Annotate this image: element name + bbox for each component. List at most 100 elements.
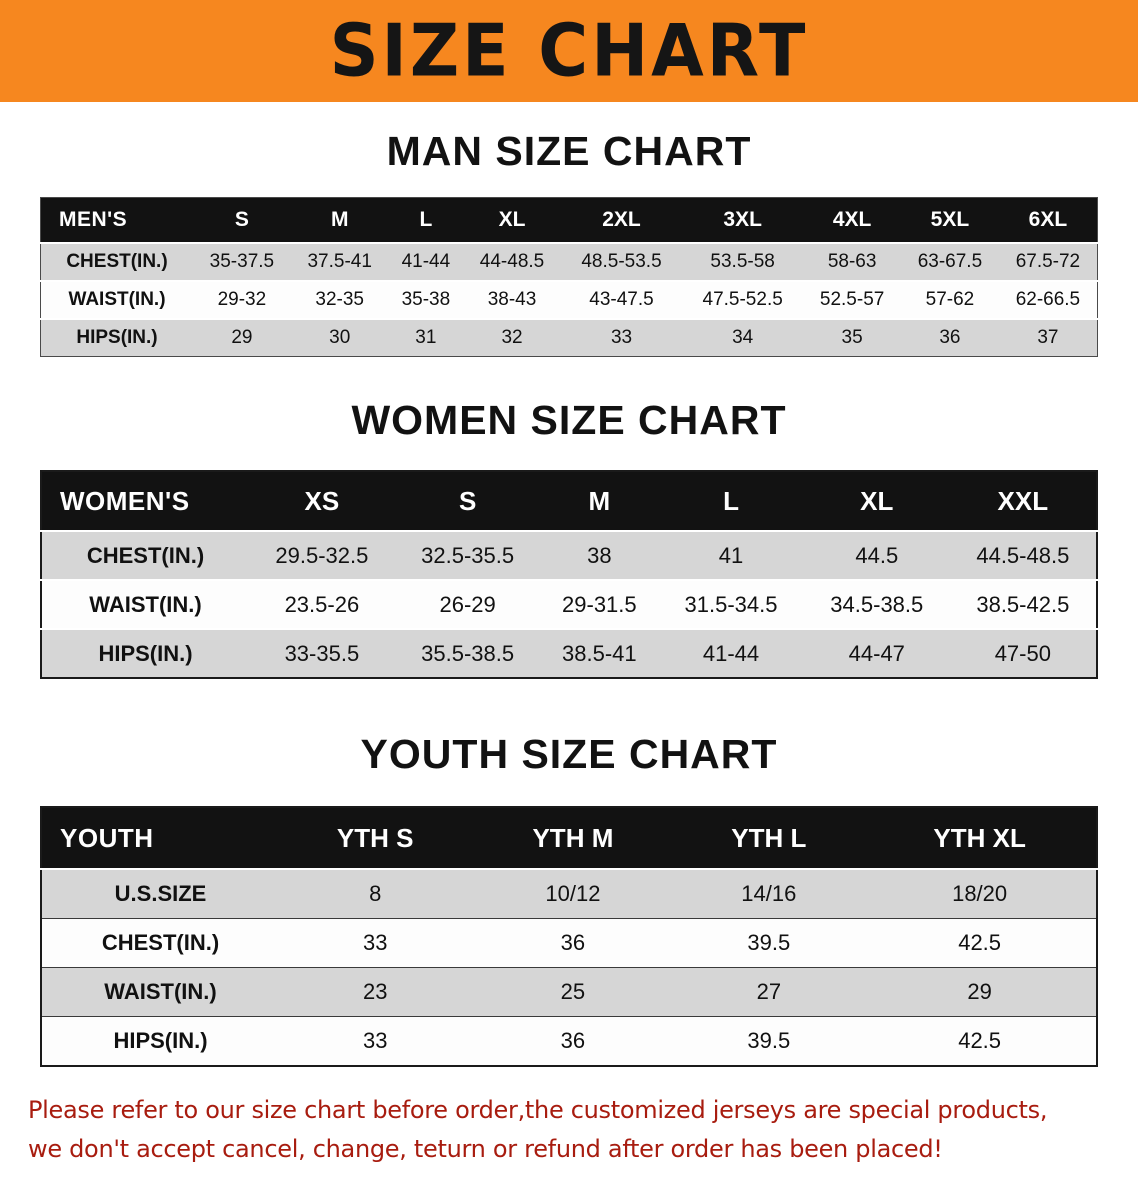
men-waist-row: WAIST(IN.) 29-32 32-35 35-38 38-43 43-47… xyxy=(40,280,1098,319)
youth-hips-row: HIPS(IN.) 33 36 39.5 42.5 xyxy=(41,1016,1097,1066)
banner: SIZE CHART xyxy=(0,0,1138,102)
row-label-hips: HIPS(IN.) xyxy=(41,1016,279,1066)
youth-waist-row: WAIST(IN.) 23 25 27 29 xyxy=(41,967,1097,1017)
size-value-cell: 44.5-48.5 xyxy=(976,542,1070,568)
size-value-cell: 14/16 xyxy=(741,881,797,906)
size-value-cell: 23.5-26 xyxy=(249,579,395,629)
women-hips-row: HIPS(IN.) 33-35.5 35.5-38.5 38.5-41 41-4… xyxy=(41,628,1097,678)
size-value-cell: 34.5-38.5 xyxy=(803,579,950,629)
women-size-col-xxl: XXL xyxy=(949,471,1097,532)
youth-header-row: YOUTH YTH S YTH M YTH L YTH XL xyxy=(41,807,1097,870)
size-value-cell: 44.5 xyxy=(855,542,899,568)
women-size-col-xs: XS xyxy=(249,471,395,532)
size-value-cell: 33 xyxy=(560,318,683,357)
size-value-cell: 48.5-53.5 xyxy=(581,251,662,272)
youth-chest-row: CHEST(IN.) 33 36 39.5 42.5 xyxy=(41,918,1097,968)
size-value-cell: 52.5-57 xyxy=(803,280,902,319)
size-value-cell: 32.5-35.5 xyxy=(421,542,515,568)
size-value-cell: 32 xyxy=(463,318,561,357)
size-value-cell: 44-47 xyxy=(803,628,950,678)
men-chest-row: CHEST(IN.) 35-37.5 37.5-41 41-44 44-48.5… xyxy=(40,243,1098,281)
size-value-cell: 67.5-72 xyxy=(1015,251,1081,272)
size-value-cell: 33 xyxy=(279,1016,472,1066)
size-value-cell: 27 xyxy=(674,967,864,1017)
size-value-cell: 62-66.5 xyxy=(998,280,1098,319)
size-value-cell: 31 xyxy=(388,318,464,357)
women-header-row: WOMEN'S XS S M L XL XXL xyxy=(41,471,1097,532)
row-label-hips: HIPS(IN.) xyxy=(40,318,193,357)
size-value-cell: 53.5-58 xyxy=(710,251,775,272)
disclaimer-line-2: we don't accept cancel, change, teturn o… xyxy=(28,1134,943,1163)
men-size-col-2xl: 2XL xyxy=(560,197,683,244)
size-value-cell: 42.5 xyxy=(863,1016,1097,1066)
size-value-cell: 35-37.5 xyxy=(209,251,275,272)
size-value-cell: 31.5-34.5 xyxy=(658,579,804,629)
size-value-cell: 29-32 xyxy=(193,280,291,319)
row-label-waist: WAIST(IN.) xyxy=(41,967,279,1017)
men-size-col-s: S xyxy=(193,197,291,244)
size-value-cell: 41-44 xyxy=(658,628,804,678)
size-value-cell: 37.5-41 xyxy=(307,251,372,272)
youth-table-title: YOUTH xyxy=(41,807,279,870)
youth-size-col-m: YTH M xyxy=(471,807,675,870)
women-section: WOMEN SIZE CHART WOMEN'S XS S M L XL XXL… xyxy=(0,397,1138,679)
men-size-col-l: L xyxy=(388,197,464,244)
size-value-cell: 38.5-42.5 xyxy=(949,579,1097,629)
size-value-cell: 36 xyxy=(471,918,675,968)
men-size-col-6xl: 6XL xyxy=(998,197,1098,244)
men-section-heading: MAN SIZE CHART xyxy=(386,128,752,174)
size-value-cell: 18/20 xyxy=(952,881,1008,906)
size-value-cell: 35.5-38.5 xyxy=(394,628,541,678)
youth-size-col-l: YTH L xyxy=(674,807,864,870)
women-section-heading: WOMEN SIZE CHART xyxy=(351,397,787,443)
size-value-cell: 10/12 xyxy=(545,881,601,906)
row-label-chest: CHEST(IN.) xyxy=(41,918,279,968)
women-table-title: WOMEN'S xyxy=(41,471,249,532)
row-label-chest: CHEST(IN.) xyxy=(86,542,205,568)
women-size-table: WOMEN'S XS S M L XL XXL CHEST(IN.) 29.5-… xyxy=(40,470,1098,679)
size-value-cell: 38.5-41 xyxy=(540,628,659,678)
size-value-cell: 35 xyxy=(803,318,902,357)
men-size-col-4xl: 4XL xyxy=(803,197,902,244)
disclaimer: Please refer to our size chart before or… xyxy=(0,1091,1138,1179)
youth-size-col-xl: YTH XL xyxy=(863,807,1097,870)
size-value-cell: 37 xyxy=(998,318,1098,357)
size-value-cell: 38-43 xyxy=(463,280,561,319)
row-label-us-size: U.S.SIZE xyxy=(114,881,207,906)
size-value-cell: 43-47.5 xyxy=(560,280,683,319)
size-value-cell: 26-29 xyxy=(394,579,541,629)
men-hips-row: HIPS(IN.) 29 30 31 32 33 34 35 36 37 xyxy=(40,318,1098,357)
row-label-waist: WAIST(IN.) xyxy=(41,579,249,629)
size-value-cell: 30 xyxy=(290,318,389,357)
size-value-cell: 33-35.5 xyxy=(249,628,395,678)
size-value-cell: 41 xyxy=(718,542,744,568)
men-size-col-5xl: 5XL xyxy=(901,197,999,244)
row-label-chest: CHEST(IN.) xyxy=(66,251,168,272)
size-value-cell: 29 xyxy=(193,318,291,357)
page-title: SIZE CHART xyxy=(329,9,809,93)
size-value-cell: 41-44 xyxy=(401,251,451,272)
size-value-cell: 33 xyxy=(279,918,472,968)
size-value-cell: 44-48.5 xyxy=(479,251,545,272)
row-label-waist: WAIST(IN.) xyxy=(40,280,193,319)
women-waist-row: WAIST(IN.) 23.5-26 26-29 29-31.5 31.5-34… xyxy=(41,579,1097,629)
size-value-cell: 35-38 xyxy=(388,280,464,319)
size-value-cell: 42.5 xyxy=(863,918,1097,968)
row-label-hips: HIPS(IN.) xyxy=(41,628,249,678)
women-size-col-s: S xyxy=(394,471,541,532)
size-value-cell: 38 xyxy=(587,542,612,568)
youth-ussize-row: U.S.SIZE 8 10/12 14/16 18/20 xyxy=(41,869,1097,919)
men-section: MAN SIZE CHART MEN'S S M L XL 2XL 3XL 4X… xyxy=(0,128,1138,357)
size-value-cell: 8 xyxy=(369,881,382,906)
women-chest-row: CHEST(IN.) 29.5-32.5 32.5-35.5 38 41 44.… xyxy=(41,531,1097,580)
men-size-col-3xl: 3XL xyxy=(682,197,804,244)
size-value-cell: 25 xyxy=(471,967,675,1017)
size-value-cell: 39.5 xyxy=(674,1016,864,1066)
size-value-cell: 63-67.5 xyxy=(917,251,983,272)
women-size-col-m: M xyxy=(540,471,659,532)
size-value-cell: 29.5-32.5 xyxy=(275,542,369,568)
youth-section: YOUTH SIZE CHART YOUTH YTH S YTH M YTH L… xyxy=(0,731,1138,1067)
size-value-cell: 36 xyxy=(471,1016,675,1066)
youth-size-table: YOUTH YTH S YTH M YTH L YTH XL U.S.SIZE … xyxy=(40,806,1098,1067)
